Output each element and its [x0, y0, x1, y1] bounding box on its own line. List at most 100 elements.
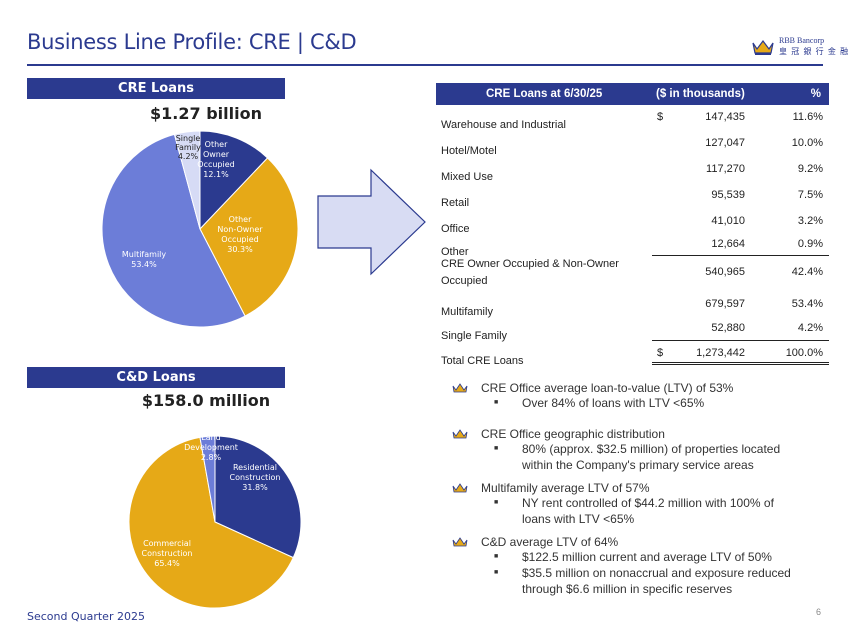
cd-slice-residential-construction	[214, 435, 302, 559]
title-divider	[27, 64, 823, 66]
bullet-heading-text: Multifamily average LTV of 57%	[481, 481, 650, 495]
row-amount: 1,273,442	[696, 347, 745, 359]
cd-slice-land-development	[199, 435, 216, 523]
header-amount: ($ in thousands)	[656, 88, 745, 100]
row-amount: 540,965	[705, 266, 745, 278]
row-label: Retail	[441, 197, 470, 209]
bullet-heading-text: C&D average LTV of 64%	[481, 535, 619, 549]
cre-total-amount: $1.27 billion	[150, 104, 262, 123]
cre-label-line: Other	[205, 140, 228, 149]
crown-bullet-icon	[452, 383, 468, 397]
cre-table-header: CRE Loans at 6/30/25 ($ in thousands) %	[436, 83, 829, 105]
company-logo: RBB Bancorp 皇 冠 銀 行 金 融	[751, 36, 848, 60]
cd-pie-chart: ResidentialConstruction31.8%CommercialCo…	[128, 433, 302, 609]
table-subtotal-rule	[652, 362, 829, 363]
cre-label-line: Single	[176, 134, 201, 143]
cd-label-line: Construction	[142, 549, 193, 558]
bullet-group: CRE Office geographic distribution80% (a…	[452, 427, 792, 473]
row-percent: 9.2%	[797, 163, 823, 175]
footer-quarter: Second Quarter 2025	[27, 610, 145, 623]
row-amount: 12,664	[711, 238, 745, 250]
cre-slice-multifamily	[101, 133, 246, 328]
cre-value-label: 53.4%	[131, 260, 157, 269]
row-label: Multifamily	[441, 306, 493, 318]
row-percent: 11.6%	[792, 111, 823, 123]
cd-loans-band: C&D Loans	[27, 367, 285, 388]
cre-pie-chart: OtherOwnerOccupied12.1%OtherNon-OwnerOcc…	[101, 130, 299, 328]
cd-label-line: Commercial	[143, 539, 191, 548]
row-percent: 100.0%	[785, 347, 823, 359]
header-percent: %	[810, 88, 821, 100]
bullet-sub-item: Over 84% of loans with LTV <65%	[452, 395, 792, 411]
cd-label-line: Residential	[233, 463, 277, 472]
cre-label-line: Family	[175, 143, 201, 152]
page-number: 6	[816, 607, 822, 617]
crown-icon	[752, 40, 774, 55]
table-subtotal-rule	[652, 255, 829, 256]
crown-bullet-icon	[452, 429, 468, 443]
bullet-heading-text: CRE Office average loan-to-value (LTV) o…	[481, 381, 734, 395]
cre-label-line: Owner	[203, 150, 230, 159]
right-arrow-icon	[317, 168, 426, 276]
bullet-heading: C&D average LTV of 64%	[452, 535, 792, 549]
row-amount: 95,539	[711, 189, 745, 201]
row-label: Single Family	[441, 330, 508, 342]
cd-total-amount: $158.0 million	[141, 391, 271, 410]
row-label: Office	[441, 223, 470, 235]
cre-label-line: Occupied	[221, 235, 258, 244]
bullet-heading: Multifamily average LTV of 57%	[452, 481, 792, 495]
bullet-group: Multifamily average LTV of 57%NY rent co…	[452, 481, 792, 527]
bullet-sub-item: NY rent controlled of $44.2 million with…	[452, 495, 792, 527]
bullet-sub-item: 80% (approx. $32.5 million) of propertie…	[452, 441, 792, 473]
cd-label-line: Construction	[230, 473, 281, 482]
row-amount: 127,047	[705, 137, 745, 149]
cd-value-label: 31.8%	[242, 483, 268, 492]
table-subtotal-rule	[652, 340, 829, 341]
cd-label-line: Land	[201, 433, 221, 442]
row-label: Other	[441, 246, 469, 258]
cre-label-line: Non-Owner	[217, 225, 263, 234]
bullet-sub-item: $35.5 million on nonaccrual and exposure…	[452, 565, 792, 597]
row-percent: 53.4%	[791, 298, 823, 310]
bullet-heading-text: CRE Office geographic distribution	[481, 427, 665, 441]
bullet-group: C&D average LTV of 64%$122.5 million cur…	[452, 535, 792, 597]
cd-slice-commercial-construction	[128, 436, 294, 609]
row-currency: $	[657, 347, 664, 359]
crown-bullet-icon	[452, 483, 468, 497]
row-percent: 42.4%	[791, 266, 823, 278]
row-label: Mixed Use	[441, 171, 493, 183]
row-percent: 3.2%	[797, 215, 823, 227]
row-percent: 4.2%	[797, 322, 823, 334]
bullet-heading: CRE Office average loan-to-value (LTV) o…	[452, 381, 792, 395]
page-title: Business Line Profile: CRE | C&D	[27, 30, 357, 54]
cre-label-line: Occupied	[197, 160, 234, 169]
row-amount: 52,880	[711, 322, 745, 334]
row-label: CRE Owner Occupied & Non-Owner Occupied	[441, 258, 619, 287]
logo-chinese: 皇 冠 銀 行 金 融	[779, 47, 850, 56]
row-amount: 41,010	[711, 215, 745, 227]
row-label: Total CRE Loans	[441, 355, 524, 367]
cre-value-label: 12.1%	[203, 170, 229, 179]
cre-label-line: Other	[229, 215, 252, 224]
logo-name: RBB Bancorp	[779, 36, 825, 45]
cd-value-label: 65.4%	[154, 559, 180, 568]
header-category: CRE Loans at 6/30/25	[486, 88, 603, 100]
bullet-heading: CRE Office geographic distribution	[452, 427, 792, 441]
row-amount: 679,597	[705, 298, 745, 310]
bullet-sub-item: $122.5 million current and average LTV o…	[452, 549, 792, 565]
row-label: Hotel/Motel	[441, 145, 497, 157]
cd-value-label: 2.8%	[201, 453, 222, 462]
cre-slice-single-family	[173, 130, 201, 230]
cre-value-label: 4.2%	[178, 152, 199, 161]
row-currency: $	[657, 111, 664, 123]
cre-loans-band: CRE Loans	[27, 78, 285, 99]
cre-slice-other-non-owner-occupied	[199, 157, 299, 317]
row-amount: 117,270	[706, 163, 745, 175]
crown-bullet-icon	[452, 537, 468, 551]
